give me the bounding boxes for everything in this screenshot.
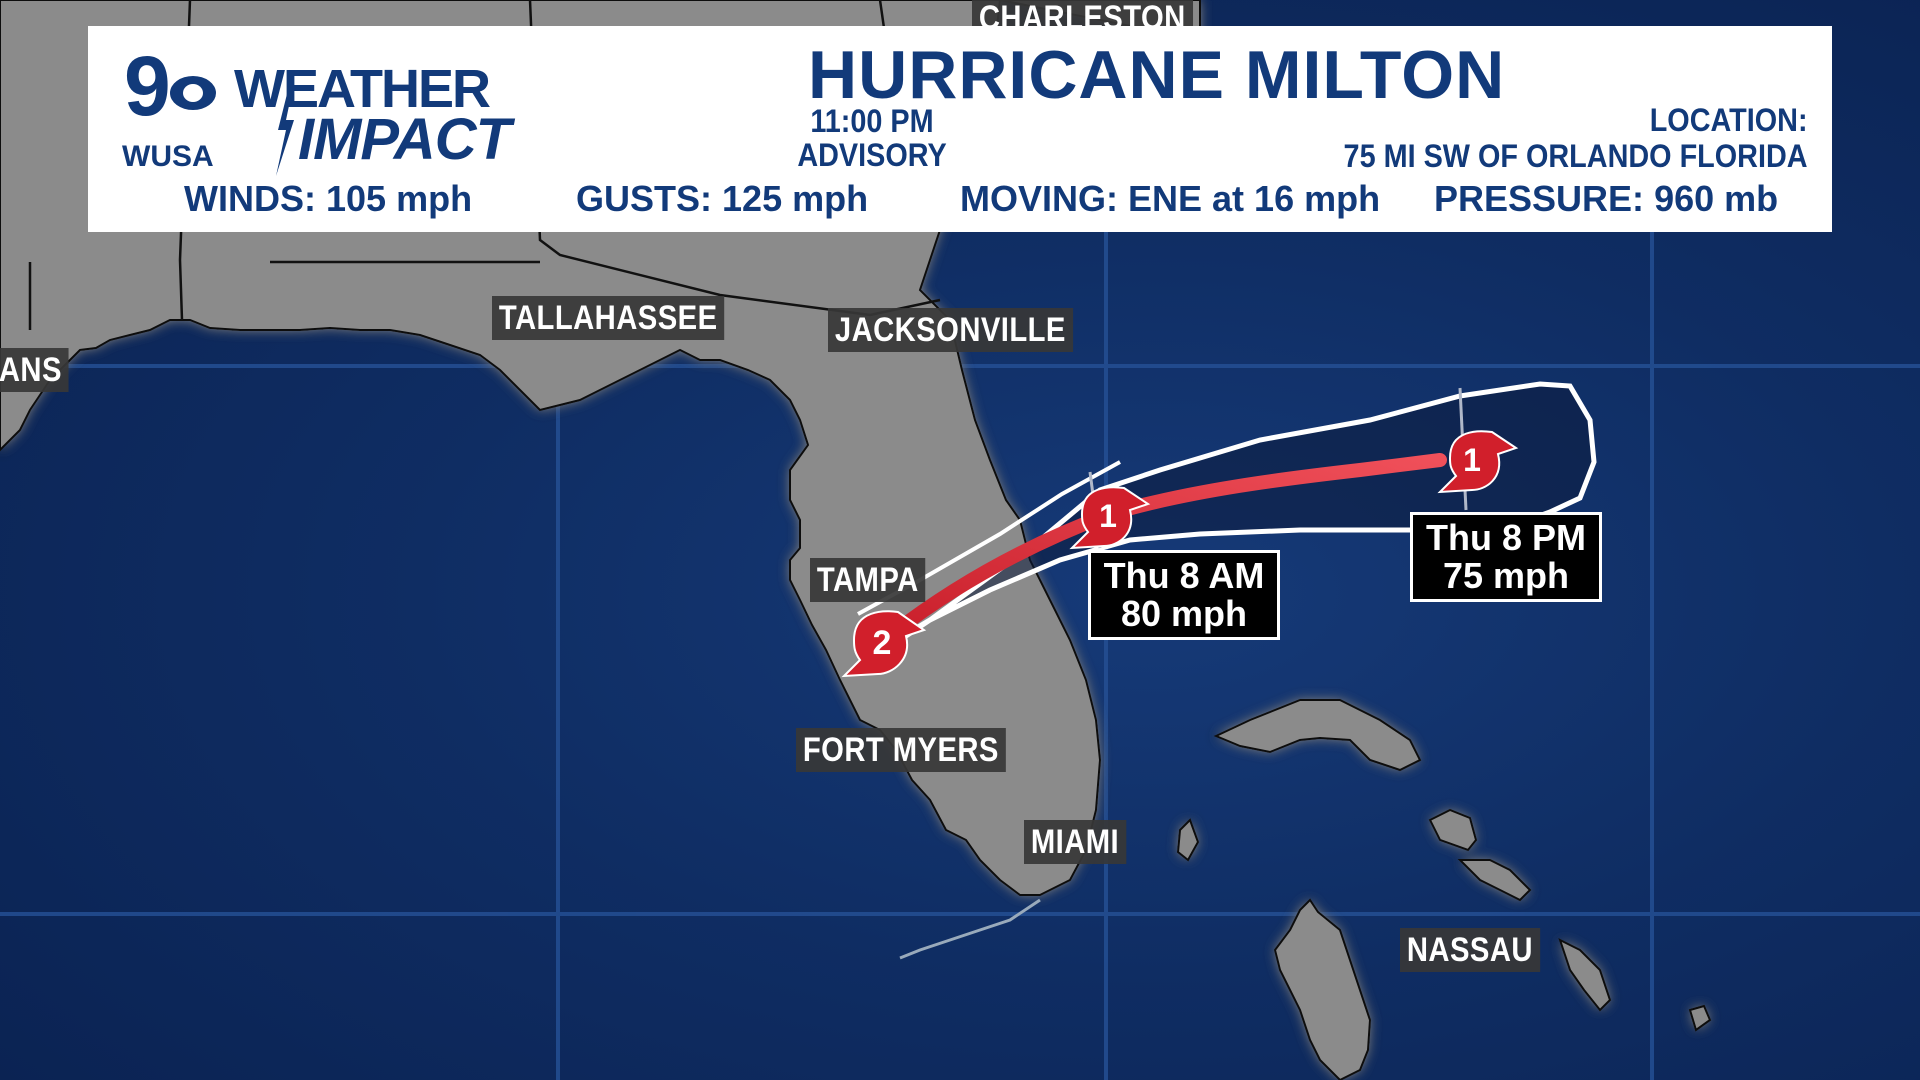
advisory-time-line-2: ADVISORY [797, 137, 947, 173]
stat-label: PRESSURE: [1434, 178, 1645, 219]
advisory-time: 11:00 PM ADVISORY [796, 104, 947, 172]
stat-value: 125 mph [722, 178, 869, 219]
forecast-box-thu-8pm: Thu 8 PM 75 mph [1410, 512, 1602, 602]
stat-pressure: PRESSURE: 960 mb [1434, 178, 1778, 220]
stat-winds: WINDS: 105 mph [184, 178, 472, 220]
storm-category-label: 1 [1463, 442, 1481, 478]
cbs-eye-icon [170, 76, 216, 110]
stat-value: ENE at 16 mph [1128, 178, 1381, 219]
stat-gusts: GUSTS: 125 mph [576, 178, 868, 220]
logo-weather-word: WEATHER [234, 59, 491, 119]
land-florida-keys [899, 898, 1041, 960]
forecast-box-thu-8am: Thu 8 AM 80 mph [1088, 550, 1280, 640]
storm-category-label: 1 [1099, 498, 1117, 534]
storm-marker-thu-8pm: 1 1 [1437, 430, 1519, 494]
storm-title: HURRICANE MILTON [808, 37, 1506, 113]
forecast-wind: 75 mph [1442, 555, 1570, 596]
logo-impact-word: IMPACT [298, 107, 511, 172]
station-callsign: WUSA [122, 140, 214, 173]
stat-label: GUSTS: [576, 178, 713, 219]
storm-location: LOCATION: 75 MI SW OF ORLANDO FLORIDA [1344, 102, 1808, 174]
city-label-miami: MIAMI [1024, 820, 1126, 864]
city-label-jacksonville: JACKSONVILLE [828, 308, 1073, 352]
forecast-time: Thu 8 AM [1103, 555, 1265, 596]
land-bahamas [1176, 699, 1712, 1080]
lightning-bolt-icon [276, 82, 294, 176]
station-logo: 9 WUSA WEATHER IMPACT [122, 39, 562, 186]
city-label-new-orleans: ANS [0, 348, 69, 392]
stat-label: WINDS: [184, 178, 316, 219]
storm-category-label: 2 [873, 624, 892, 662]
forecast-time: Thu 8 PM [1426, 517, 1586, 558]
city-label-tallahassee: TALLAHASSEE [492, 296, 725, 340]
advisory-banner: 9 WUSA WEATHER IMPACT HURRICANE MILTON 1… [88, 26, 1832, 232]
city-label-fort-myers: FORT MYERS [796, 728, 1006, 772]
storm-marker-thu-8am: 1 [1069, 486, 1151, 550]
location-label: LOCATION: [1650, 102, 1808, 138]
city-label-tampa: TAMPA [810, 558, 926, 602]
stat-moving: MOVING: ENE at 16 mph [960, 178, 1380, 220]
storm-marker-current: 2 [841, 610, 927, 678]
forecast-wind: 80 mph [1120, 593, 1248, 634]
advisory-time-line-1: 11:00 PM [810, 103, 934, 139]
stat-label: MOVING: [960, 178, 1118, 219]
stat-value: 105 mph [326, 178, 473, 219]
city-label-nassau: NASSAU [1400, 928, 1540, 972]
stat-value: 960 mb [1654, 178, 1779, 219]
channel-number: 9 [124, 39, 171, 133]
location-value: 75 MI SW OF ORLANDO FLORIDA [1344, 138, 1808, 174]
forecast-cone [857, 381, 1597, 664]
